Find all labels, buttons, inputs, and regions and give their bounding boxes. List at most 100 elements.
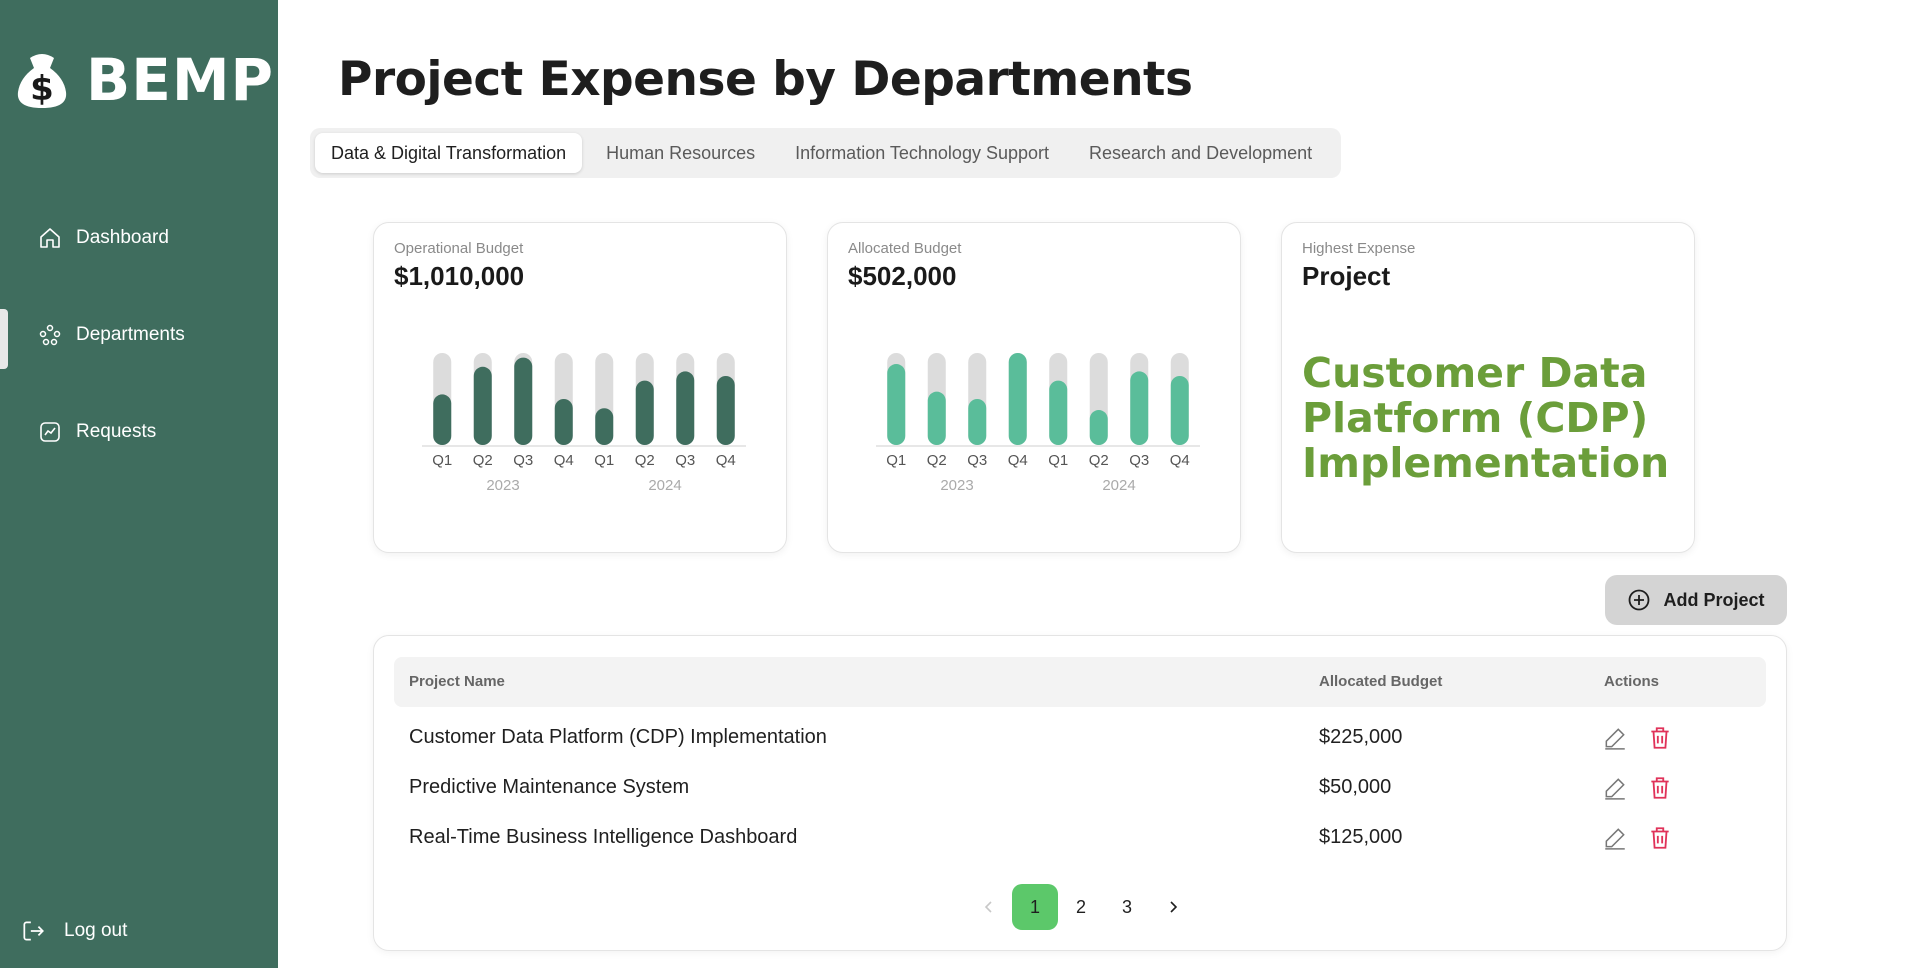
sidebar-item-label: Departments xyxy=(76,324,185,345)
svg-text:$: $ xyxy=(30,69,54,109)
card-label: Operational Budget xyxy=(394,240,524,257)
allocated-budget-cell: $125,000 xyxy=(1319,826,1403,848)
edit-icon[interactable] xyxy=(1602,725,1628,751)
bar-0 xyxy=(887,364,906,445)
logout-button[interactable]: Log out xyxy=(20,918,127,944)
delete-icon[interactable] xyxy=(1647,775,1673,801)
card-value: Project xyxy=(1302,261,1391,291)
project-name-cell: Predictive Maintenance System xyxy=(409,776,690,798)
sidebar-item-requests[interactable]: Requests xyxy=(0,404,278,460)
x-tick-label: Q1 xyxy=(886,452,906,469)
app-name: BEMP xyxy=(86,46,275,114)
bar-6 xyxy=(1130,371,1149,445)
page-button-3[interactable]: 3 xyxy=(1121,896,1132,917)
x-tick-label: Q4 xyxy=(554,452,574,469)
edit-icon[interactable] xyxy=(1602,775,1628,801)
year-group-label: 2024 xyxy=(1102,477,1135,494)
pagination: 1 2 3 xyxy=(966,884,1196,930)
x-tick-label: Q4 xyxy=(1170,452,1190,469)
bar-7 xyxy=(1170,376,1189,445)
allocated-budget-cell: $225,000 xyxy=(1319,726,1403,748)
x-tick-label: Q2 xyxy=(473,452,493,469)
sidebar-item-label: Requests xyxy=(76,421,157,442)
add-project-label: Add Project xyxy=(1663,589,1765,610)
app-logo: $ BEMP xyxy=(10,46,274,114)
page-button-1[interactable]: 1 xyxy=(1012,884,1058,930)
x-tick-label: Q1 xyxy=(1048,452,1068,469)
column-header-project-name: Project Name xyxy=(409,673,505,690)
bar-1 xyxy=(473,366,492,445)
delete-icon[interactable] xyxy=(1647,825,1673,851)
tab-it-support[interactable]: Information Technology Support xyxy=(795,142,1049,163)
bar-5 xyxy=(635,380,654,445)
page-title: Project Expense by Departments xyxy=(338,52,1193,107)
next-page-button[interactable] xyxy=(1150,884,1196,930)
project-name-cell: Real-Time Business Intelligence Dashboar… xyxy=(409,826,798,848)
page-button-2[interactable]: 2 xyxy=(1075,896,1086,917)
x-tick-label: Q4 xyxy=(1008,452,1028,469)
x-tick-label: Q1 xyxy=(432,452,452,469)
x-tick-label: Q2 xyxy=(635,452,655,469)
card-value: $502,000 xyxy=(848,261,957,291)
project-name-cell: Customer Data Platform (CDP) Implementat… xyxy=(409,726,827,748)
card-label: Allocated Budget xyxy=(848,240,962,257)
sidebar-item-departments[interactable]: Departments xyxy=(0,307,278,369)
card-label: Highest Expense xyxy=(1302,240,1416,257)
tab-human-resources[interactable]: Human Resources xyxy=(606,142,756,163)
year-group-label: 2023 xyxy=(940,477,973,494)
allocated-budget-chart: Q1 Q2 Q3 Q4 Q1 Q2 Q3 Q4 2023 2024 xyxy=(876,353,1200,494)
bar-2 xyxy=(968,399,987,445)
allocated-budget-card: Allocated Budget $502,000 Q1 Q2 Q3 Q4 Q1 Q2 Q3… xyxy=(827,222,1241,553)
bar-1 xyxy=(927,391,946,445)
x-tick-label: Q3 xyxy=(675,452,695,469)
operational-budget-card: Operational Budget $1,010,000 Q1 Q2 Q3 Q4 Q1… xyxy=(373,222,787,553)
column-header-actions: Actions xyxy=(1604,673,1660,690)
plus-circle-icon xyxy=(1629,589,1650,611)
add-project-button[interactable]: Add Project xyxy=(1605,575,1787,625)
logout-label: Log out xyxy=(64,920,128,941)
sidebar-item-dashboard[interactable]: Dashboard xyxy=(0,210,278,266)
bar-4 xyxy=(1049,380,1068,445)
people-icon xyxy=(39,324,61,346)
allocated-budget-cell: $50,000 xyxy=(1319,776,1392,798)
sidebar-item-label: Dashboard xyxy=(76,227,169,248)
bar-2 xyxy=(514,357,533,445)
card-value: $1,010,000 xyxy=(394,261,525,291)
x-tick-label: Q3 xyxy=(513,452,533,469)
sidebar-nav: Dashboard Departments Requests xyxy=(0,210,278,501)
logout-icon xyxy=(23,921,44,941)
highest-expense-card: Highest Expense Project Customer Data Pl… xyxy=(1281,222,1695,553)
bar-6 xyxy=(676,371,695,445)
chevron-left-icon xyxy=(984,901,992,913)
bar-5 xyxy=(1089,410,1108,445)
year-group-label: 2023 xyxy=(486,477,519,494)
bar-7 xyxy=(716,376,735,445)
money-bag-icon: $ xyxy=(17,54,67,109)
projects-table: Project Name Allocated Budget Actions Cu… xyxy=(373,635,1787,951)
bar-3 xyxy=(1008,353,1027,445)
x-tick-label: Q4 xyxy=(716,452,736,469)
table-row: Predictive Maintenance System $50,000 xyxy=(394,763,1766,813)
tab-data-digital-transformation[interactable]: Data & Digital Transformation xyxy=(315,133,583,173)
bar-4 xyxy=(595,408,614,445)
x-tick-label: Q2 xyxy=(1089,452,1109,469)
x-tick-label: Q1 xyxy=(594,452,614,469)
home-icon xyxy=(40,228,60,248)
year-group-label: 2024 xyxy=(648,477,681,494)
delete-icon[interactable] xyxy=(1647,725,1673,751)
sidebar: $ BEMP Dashboard Departments Requests Lo… xyxy=(0,0,278,968)
edit-icon[interactable] xyxy=(1602,825,1628,851)
x-tick-label: Q3 xyxy=(967,452,987,469)
chevron-right-icon xyxy=(1170,901,1178,913)
highest-expense-project: Customer Data Platform (CDP) Implementat… xyxy=(1302,349,1670,487)
column-header-allocated-budget: Allocated Budget xyxy=(1319,673,1443,690)
table-row: Real-Time Business Intelligence Dashboar… xyxy=(394,813,1766,863)
table-row: Customer Data Platform (CDP) Implementat… xyxy=(394,713,1766,763)
chart-line-icon xyxy=(40,422,60,442)
bar-3 xyxy=(554,399,573,445)
prev-page-button[interactable] xyxy=(966,884,1012,930)
tab-research-development[interactable]: Research and Development xyxy=(1089,142,1313,163)
table-header: Project Name Allocated Budget Actions xyxy=(394,657,1766,707)
department-tabs: Data & Digital Transformation Human Reso… xyxy=(310,128,1342,178)
x-tick-label: Q3 xyxy=(1129,452,1149,469)
